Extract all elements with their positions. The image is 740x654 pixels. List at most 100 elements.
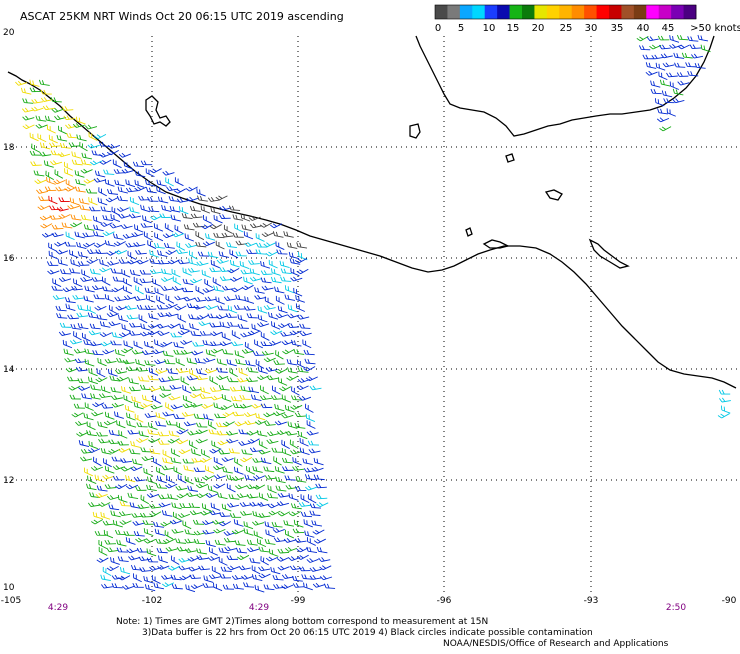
wind-barb-icon (87, 502, 100, 507)
wind-barb-icon (209, 448, 222, 454)
wind-barb-icon (226, 483, 236, 493)
wind-barb-icon (221, 503, 232, 512)
wind-barb-icon (190, 330, 202, 337)
wind-barb-icon (98, 502, 111, 507)
wind-barb-icon (676, 34, 689, 41)
wind-barb-icon (182, 395, 193, 404)
wind-barb-icon (296, 547, 309, 553)
wind-barb-icon (111, 331, 123, 339)
wind-barb-icon (102, 474, 115, 480)
wind-barb-icon (77, 261, 90, 266)
wind-barb-icon (93, 224, 104, 232)
wind-barb-icon (273, 583, 285, 589)
wind-barb-icon (247, 367, 259, 373)
wind-barb-icon (228, 205, 241, 211)
wind-barb-icon (247, 330, 260, 336)
wind-barb-icon (306, 546, 318, 553)
wind-barb-icon (669, 43, 682, 49)
wind-barb-icon (239, 403, 252, 409)
wind-barb-icon (654, 98, 665, 107)
wind-barb-icon (263, 584, 275, 591)
wind-barb-icon (162, 449, 172, 459)
wind-barb-icon (204, 368, 217, 374)
wind-barb-icon (276, 556, 290, 562)
wind-barb-icon (100, 511, 111, 520)
wind-barb-icon (229, 386, 242, 392)
wind-barb-icon (107, 368, 118, 377)
wind-barb-icon (49, 205, 61, 211)
wind-barb-icon (199, 394, 212, 399)
wind-barb-icon (98, 187, 107, 197)
wind-barb-icon (258, 492, 269, 501)
wind-barb-icon (123, 277, 133, 287)
wind-barb-icon (213, 232, 225, 239)
wind-barb-icon (102, 231, 115, 237)
wind-barb-icon (275, 241, 285, 250)
wind-barb-icon (146, 484, 157, 492)
wind-barb-icon (249, 557, 261, 564)
wind-barb-icon (196, 368, 207, 376)
time-label-2: 4:29 (249, 603, 269, 613)
wind-barb-icon (233, 519, 244, 527)
wind-barb-icon (42, 105, 55, 111)
wind-barb-icon (289, 258, 301, 265)
coastline (7, 35, 737, 389)
wind-barb-icon (176, 429, 189, 435)
legend-swatch (571, 5, 585, 19)
wind-barb-icon (119, 501, 131, 507)
wind-barb-icon (145, 168, 155, 178)
wind-barb-icon (208, 429, 220, 435)
coastline-mainland (7, 71, 737, 389)
wind-barb-icon (218, 384, 230, 391)
wind-barb-icon (130, 466, 143, 472)
wind-barb-icon (313, 474, 325, 481)
time-label-3: 2:50 (666, 603, 686, 613)
wind-barb-icon (149, 503, 161, 509)
wind-barb-icon (192, 222, 205, 228)
wind-barb-icon (220, 566, 232, 572)
wind-barb-icon (78, 440, 90, 448)
wind-barb-icon (177, 259, 190, 265)
wind-barb-icon (75, 178, 86, 186)
wind-barb-icon (61, 106, 74, 111)
wind-barb-icon (243, 305, 256, 311)
wind-barb-icon (78, 197, 90, 205)
wind-barb-icon (662, 62, 675, 68)
wind-barb-icon (133, 340, 143, 349)
wind-barb-icon (209, 267, 221, 273)
wind-barb-icon (96, 314, 108, 321)
wind-barb-icon (291, 575, 303, 582)
legend-outline (434, 4, 697, 20)
wind-barb-icon (196, 492, 209, 498)
wind-barb-icon (689, 44, 702, 50)
wind-barb-icon (70, 214, 82, 221)
wind-barb-icon (193, 467, 206, 473)
wind-barb-icon (35, 123, 48, 129)
wind-barb-icon (144, 584, 156, 592)
wind-barb-icon (282, 349, 295, 355)
wind-barb-icon (100, 222, 113, 227)
wind-barb-icon (155, 369, 168, 374)
wind-barb-icon (183, 465, 195, 472)
wind-barb-icon (157, 440, 170, 445)
wind-barb-icon (213, 483, 226, 489)
wind-barb-icon (681, 52, 693, 59)
wind-barb-icon (271, 521, 283, 528)
wind-barb-icon (275, 313, 288, 319)
legend-tick-45: 45 (662, 23, 675, 34)
wind-barb-icon (40, 223, 53, 229)
wind-barb-icon (157, 196, 169, 204)
wind-barb-icon (118, 332, 132, 338)
wind-barb-icon (98, 393, 111, 399)
wind-barb-icon (97, 197, 108, 206)
wind-barb-icon (140, 323, 151, 331)
wind-barb-icon (107, 260, 120, 266)
wind-barb-icon (158, 377, 171, 383)
wind-barb-icon (227, 267, 240, 274)
wind-barb-icon (156, 186, 166, 195)
wind-barb-icon (77, 323, 89, 330)
wind-barb-icon (248, 386, 260, 394)
wind-barb-icon (294, 258, 307, 264)
map-title: ASCAT 25KM NRT Winds Oct 20 06:15 UTC 20… (20, 10, 344, 23)
wind-barb-icon (284, 404, 295, 413)
